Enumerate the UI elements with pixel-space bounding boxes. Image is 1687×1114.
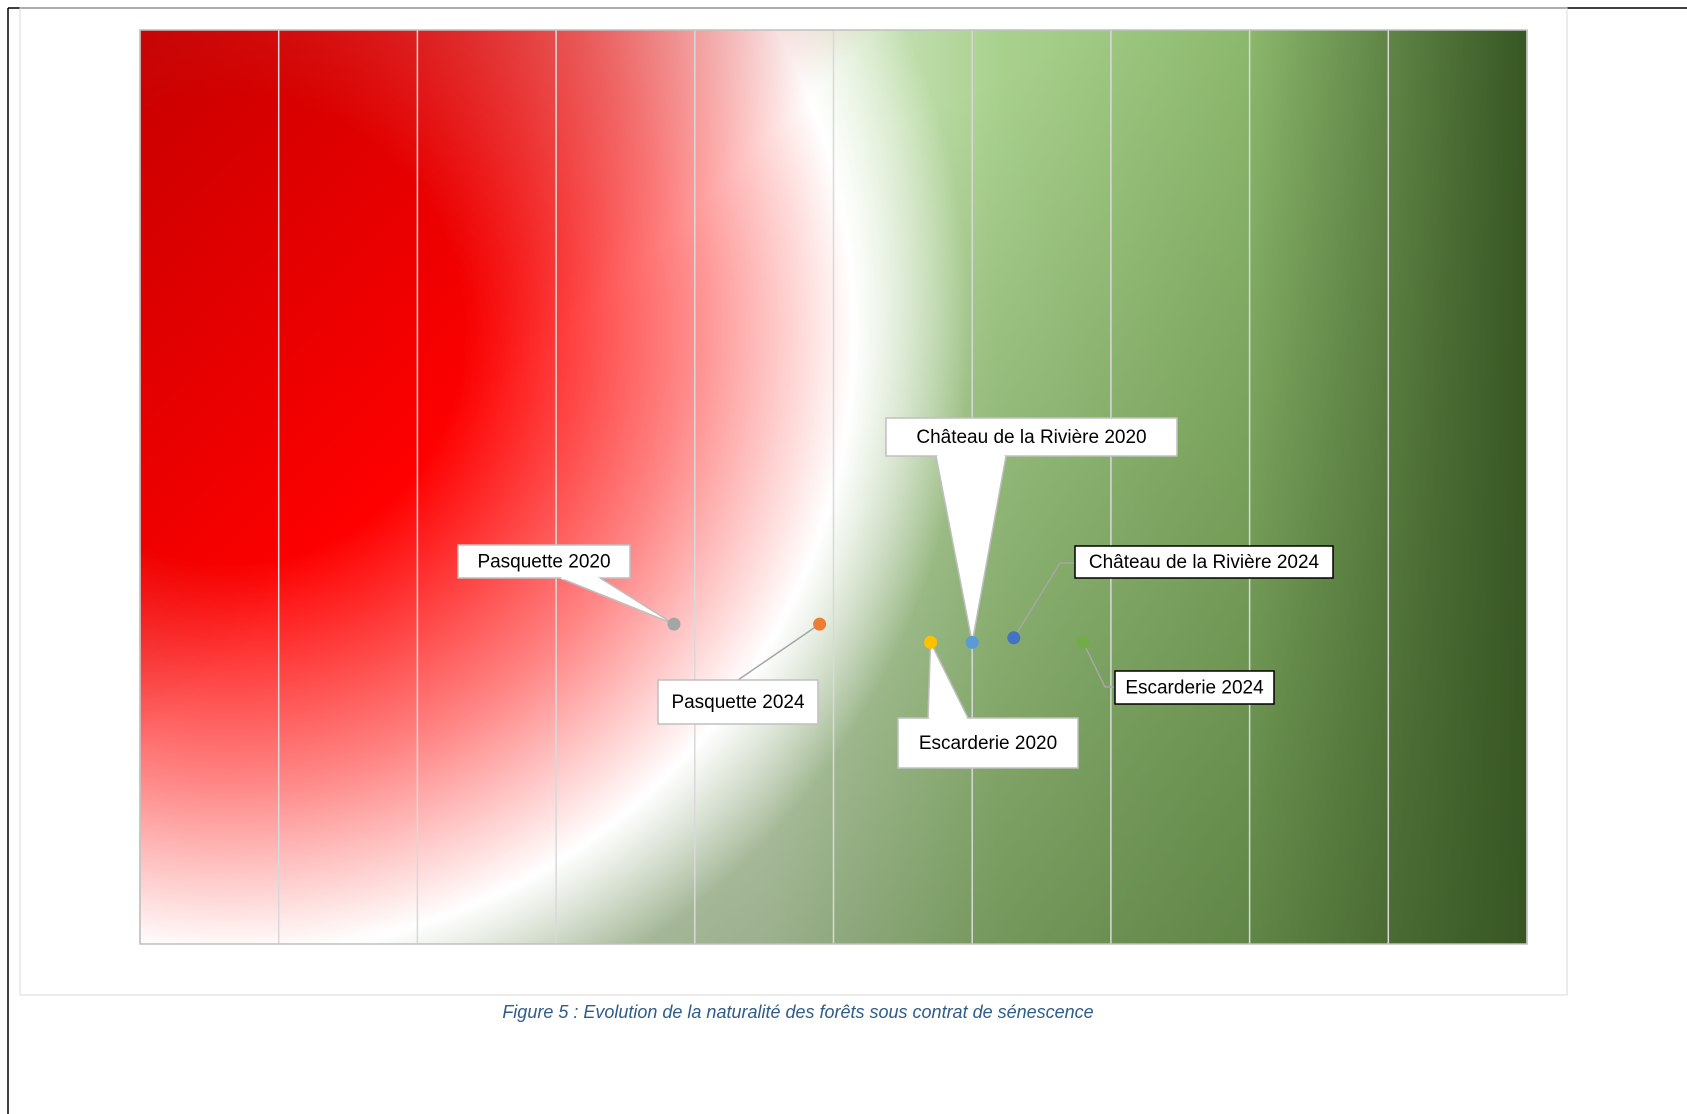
leader-line: [1013, 562, 1075, 639]
point: [1076, 635, 1090, 649]
point: [965, 635, 979, 649]
callout-box: [897, 717, 1079, 769]
leader-line: [737, 623, 821, 681]
point: [813, 617, 827, 631]
data-label: Château de la Rivière 2020: [916, 427, 1146, 448]
data-label: Pasquette 2020: [477, 552, 610, 573]
data-label: Pasquette 2024: [671, 692, 805, 713]
callout-box: [1114, 670, 1275, 705]
plot-border: [139, 29, 1528, 945]
callout-box: [885, 417, 1178, 457]
point: [924, 635, 938, 649]
leader-line: [1082, 642, 1115, 688]
caption: Figure 5 : Evolution de la naturalité de…: [502, 1002, 1093, 1022]
data-label: Escarderie 2024: [1125, 678, 1264, 699]
data-label: Escarderie 2020: [919, 733, 1057, 754]
callout-box: [657, 679, 819, 725]
callout-box: [1074, 545, 1334, 579]
callout-box: [457, 544, 631, 579]
point: [667, 617, 681, 631]
point: [1007, 631, 1021, 645]
data-label: Château de la Rivière 2024: [1089, 552, 1320, 573]
chart-border: [19, 7, 1568, 996]
